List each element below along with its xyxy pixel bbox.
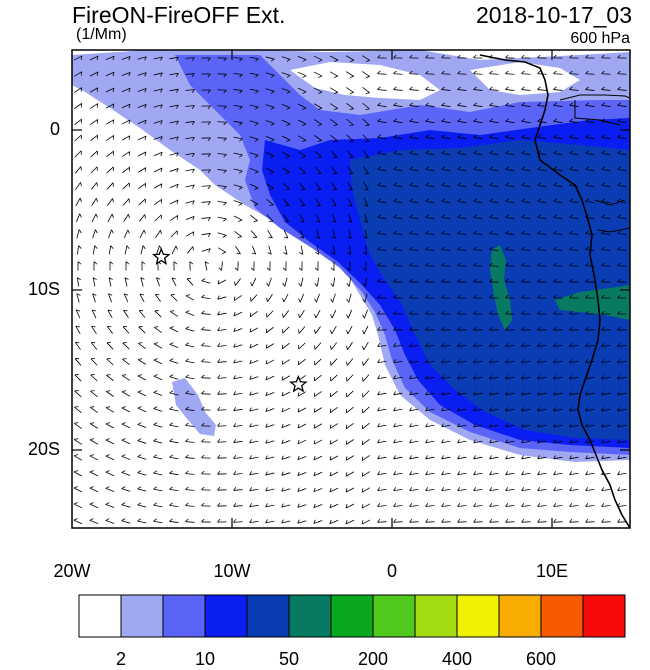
wind-barb bbox=[426, 74, 435, 75]
lat-label-0: 0 bbox=[10, 119, 60, 140]
wind-barb-flag bbox=[113, 135, 114, 139]
wind-barb-flag bbox=[124, 310, 128, 311]
colorbar-swatch bbox=[121, 595, 163, 637]
colorbar-swatch bbox=[583, 595, 625, 637]
wind-barb-flag bbox=[363, 377, 364, 381]
wind-barb-flag bbox=[237, 253, 241, 254]
wind-barb bbox=[218, 426, 227, 427]
wind-barb-flag bbox=[177, 215, 178, 219]
lat-label-10s: 10S bbox=[10, 279, 60, 300]
colorbar-swatch bbox=[205, 595, 247, 637]
colorbar-swatch bbox=[373, 595, 415, 637]
colorbar-swatch bbox=[79, 595, 121, 637]
wind-barb bbox=[570, 74, 579, 75]
lon-label-10e: 10E bbox=[522, 561, 582, 582]
wind-barb-flag bbox=[362, 457, 363, 461]
wind-barb bbox=[410, 74, 419, 75]
colorbar-swatch bbox=[457, 595, 499, 637]
wind-barb bbox=[202, 186, 211, 187]
lon-label-20w: 20W bbox=[42, 561, 102, 582]
wind-barb bbox=[202, 346, 211, 347]
wind-barb bbox=[522, 74, 531, 75]
wind-barb-flag bbox=[299, 329, 300, 333]
wind-barb bbox=[442, 74, 451, 75]
wind-barb-flag bbox=[346, 441, 347, 445]
wind-barb bbox=[394, 74, 403, 75]
wind-barb bbox=[490, 74, 499, 75]
wind-barb bbox=[618, 74, 627, 75]
colorbar-swatch bbox=[541, 595, 583, 637]
colorbar bbox=[79, 595, 625, 637]
wind-barb bbox=[218, 122, 227, 123]
lon-label-10w: 10W bbox=[202, 561, 262, 582]
colorbar-swatch bbox=[415, 595, 457, 637]
wind-barb bbox=[218, 106, 227, 107]
colorbar-swatch bbox=[499, 595, 541, 637]
colorbar-swatch bbox=[331, 595, 373, 637]
wind-barb bbox=[586, 74, 595, 75]
wind-barb bbox=[506, 74, 515, 75]
lat-label-20s: 20S bbox=[10, 439, 60, 460]
wind-barb bbox=[602, 74, 611, 75]
lon-label-0: 0 bbox=[362, 561, 422, 582]
wind-barb bbox=[218, 410, 227, 411]
wind-barb bbox=[458, 74, 467, 75]
colorbar-swatch bbox=[163, 595, 205, 637]
colorbar-swatch bbox=[289, 595, 331, 637]
colorbar-swatch bbox=[247, 595, 289, 637]
wind-barb bbox=[554, 74, 563, 75]
extinction-field bbox=[72, 48, 630, 528]
wind-barb-flag bbox=[129, 199, 130, 203]
wind-barb bbox=[378, 74, 387, 75]
wind-barb bbox=[474, 74, 483, 75]
wind-barb-flag bbox=[349, 189, 353, 190]
